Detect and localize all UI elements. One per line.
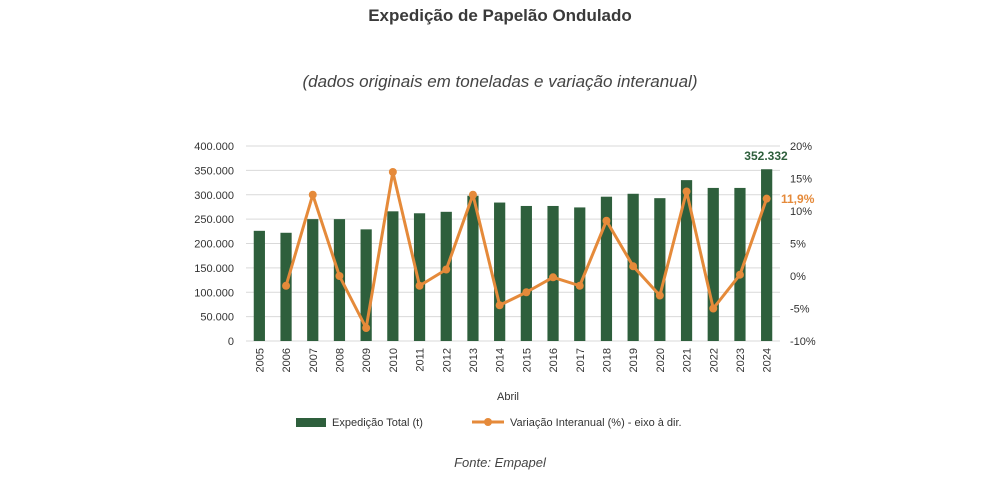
- right-tick-label: -5%: [790, 304, 810, 316]
- x-tick-label: 2008: [334, 348, 346, 372]
- chart-title: Expedição de Papelão Ondulado: [368, 6, 632, 25]
- left-tick-label: 150.000: [194, 263, 234, 275]
- source-note: Fonte: Empapel: [454, 455, 546, 470]
- bar: [333, 219, 346, 341]
- bar: [440, 211, 452, 341]
- line-point: [762, 194, 771, 203]
- x-tick-label: 2019: [628, 348, 640, 372]
- bar: [467, 195, 479, 341]
- bar: [413, 213, 426, 341]
- line-point: [362, 324, 371, 332]
- bar: [654, 198, 666, 341]
- left-tick-label: 300.000: [194, 190, 234, 202]
- x-tick-label: 2006: [281, 348, 293, 372]
- line-point: [549, 273, 558, 282]
- chart-subtitle: (dados originais em toneladas e variação…: [302, 72, 698, 91]
- x-tick-label: 2011: [415, 348, 427, 372]
- bar: [520, 205, 532, 341]
- x-tick-label: 2013: [468, 348, 480, 372]
- x-tick-label: 2018: [601, 348, 613, 372]
- left-tick-label: 250.000: [194, 214, 234, 226]
- right-axis-ticks: -10% -5% 0% 5% 10% 15% 20%: [790, 141, 816, 348]
- bar: [761, 169, 773, 341]
- last-bar-value-label: 352.332: [744, 149, 788, 163]
- line-point: [575, 281, 584, 290]
- combo-chart: 0 50.000 100.000 150.000 200.000 250.000 300.0…: [194, 141, 816, 429]
- right-tick-label: 15%: [790, 174, 812, 186]
- x-tick-label: 2016: [548, 348, 560, 372]
- bar: [253, 230, 265, 341]
- line-point: [522, 288, 531, 297]
- bar: [600, 196, 613, 341]
- line-point: [282, 281, 291, 290]
- right-tick-label: -10%: [790, 336, 816, 348]
- legend-bar-swatch: [296, 418, 326, 427]
- x-tick-label: 2024: [762, 348, 774, 372]
- bar: [307, 219, 319, 341]
- x-tick-label: 2005: [254, 348, 266, 372]
- legend-line-label: Variação Interanual (%) - eixo à dir.: [510, 417, 682, 429]
- line-point: [655, 291, 664, 300]
- right-tick-label: 0%: [790, 271, 806, 283]
- legend-bar-label: Expedição Total (t): [332, 417, 423, 429]
- x-tick-label: 2012: [441, 348, 453, 372]
- bar: [494, 202, 506, 341]
- line-series: [282, 168, 771, 332]
- line-point: [735, 270, 744, 279]
- right-tick-label: 5%: [790, 239, 806, 251]
- left-tick-label: 350.000: [194, 165, 234, 177]
- x-tick-label: 2015: [521, 348, 533, 372]
- x-tick-label: 2023: [735, 348, 747, 372]
- line-point: [442, 265, 451, 274]
- bar: [734, 187, 746, 341]
- left-axis-ticks: 0 50.000 100.000 150.000 200.000 250.000 300.0…: [194, 141, 234, 348]
- x-tick-label: 2007: [308, 348, 320, 372]
- line-point: [388, 168, 397, 176]
- legend: Expedição Total (t) Variação Interanual …: [296, 417, 682, 429]
- legend-line-marker: [484, 418, 492, 426]
- x-tick-label: 2022: [708, 348, 720, 372]
- x-axis-ticks: 2005 2006 2007 2008 2009 2010 2011 2012 2013 2014…: [254, 348, 773, 372]
- x-axis-label: Abril: [497, 391, 519, 403]
- x-tick-label: 2020: [655, 348, 667, 372]
- line-point: [709, 304, 718, 313]
- x-tick-label: 2009: [361, 348, 373, 372]
- right-tick-label: 10%: [790, 206, 812, 218]
- x-tick-label: 2010: [388, 348, 400, 372]
- last-line-value-label: 11,9%: [781, 192, 815, 206]
- x-tick-label: 2017: [575, 348, 587, 372]
- line-point: [308, 190, 317, 199]
- left-tick-label: 200.000: [194, 239, 234, 251]
- line-point: [335, 272, 344, 280]
- bar: [387, 211, 399, 341]
- left-tick-label: 400.000: [194, 141, 234, 153]
- bar: [574, 207, 586, 341]
- right-tick-label: 20%: [790, 141, 812, 153]
- line-point: [682, 187, 691, 196]
- left-tick-label: 50.000: [200, 312, 234, 324]
- bar: [707, 187, 719, 341]
- line-point: [468, 190, 477, 199]
- line-point: [629, 262, 638, 271]
- x-tick-label: 2021: [682, 348, 694, 372]
- left-tick-label: 100.000: [194, 287, 234, 299]
- line-point: [415, 281, 424, 290]
- x-tick-label: 2014: [495, 348, 507, 372]
- left-tick-label: 0: [228, 336, 234, 348]
- line-point: [495, 301, 504, 310]
- line-point: [602, 216, 611, 225]
- bar: [680, 180, 693, 341]
- bar: [360, 229, 372, 341]
